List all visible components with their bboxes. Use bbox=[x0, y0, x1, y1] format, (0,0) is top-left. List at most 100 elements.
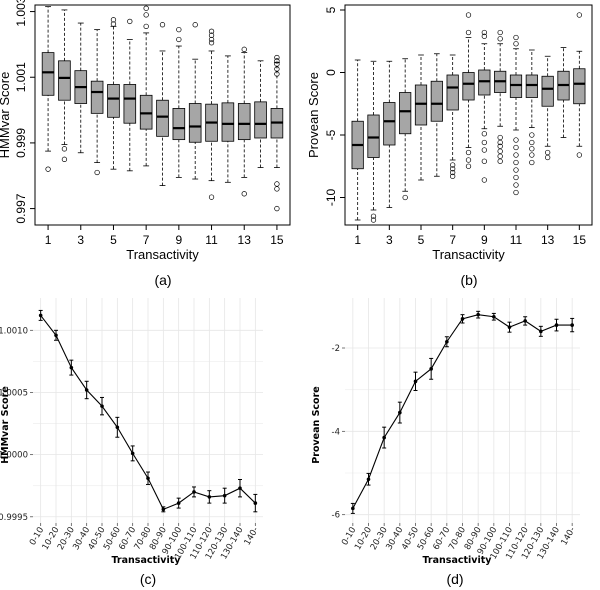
box-outlier bbox=[481, 158, 487, 164]
y-tick-label: -10 bbox=[324, 189, 338, 207]
y-tick-label: 1.0010 bbox=[0, 326, 28, 336]
panel-a-frame bbox=[34, 4, 291, 226]
data-point bbox=[115, 425, 120, 430]
box-outlier bbox=[192, 22, 198, 28]
box-outlier bbox=[274, 205, 280, 212]
data-point bbox=[570, 323, 574, 327]
data-point bbox=[161, 507, 166, 512]
panel-a-x-label: Transactivity bbox=[126, 247, 199, 262]
data-point bbox=[38, 313, 43, 318]
data-point bbox=[445, 339, 449, 344]
box-outlier bbox=[513, 137, 519, 143]
box-outlier bbox=[481, 177, 487, 183]
box-outlier bbox=[513, 144, 519, 151]
box-iqr bbox=[446, 74, 459, 111]
data-point bbox=[398, 410, 402, 415]
panel-d-plot-area bbox=[350, 310, 575, 514]
data-point bbox=[351, 506, 355, 511]
panel-c-y-axis: 0.9995 1.0000 1.0005 1.0010 bbox=[0, 326, 33, 523]
box-outlier bbox=[241, 191, 247, 197]
panel-c-grid bbox=[33, 298, 263, 523]
panel-b-plot-area bbox=[351, 12, 586, 223]
x-tick-label: 9 bbox=[481, 233, 488, 247]
box-iqr bbox=[188, 103, 202, 143]
data-point bbox=[54, 333, 58, 338]
data-point bbox=[507, 325, 512, 329]
x-tick-label: 13 bbox=[541, 233, 555, 247]
y-tick-label: 0.999 bbox=[14, 128, 28, 158]
box-outlier bbox=[513, 182, 519, 188]
panel-b-frame bbox=[344, 4, 593, 226]
data-point bbox=[238, 486, 242, 490]
data-point bbox=[207, 495, 212, 499]
box-outlier bbox=[465, 163, 472, 169]
box-iqr bbox=[525, 74, 538, 98]
box-outlier bbox=[143, 5, 149, 11]
data-point bbox=[492, 314, 496, 319]
panel-d: -6-4-2 0-1010-2020-3030-4040-5050-6060-7… bbox=[311, 298, 580, 587]
box-outlier bbox=[110, 17, 117, 23]
box-outlier bbox=[529, 139, 535, 146]
box-outlier bbox=[513, 41, 519, 47]
x-tick-label: 3 bbox=[386, 233, 393, 247]
box-outlier bbox=[513, 34, 519, 41]
box-outlier bbox=[127, 18, 133, 25]
panel-b-y-label: Provean Score bbox=[306, 72, 321, 158]
box-iqr bbox=[123, 84, 137, 124]
box-outlier bbox=[497, 29, 503, 36]
data-point bbox=[69, 365, 74, 370]
panel-d-caption: (d) bbox=[446, 571, 463, 587]
box-outlier bbox=[450, 173, 456, 179]
box-outlier bbox=[208, 28, 215, 34]
box-iqr bbox=[107, 84, 120, 118]
box-iqr bbox=[414, 84, 428, 126]
data-point bbox=[476, 312, 480, 317]
box-outlier bbox=[513, 167, 519, 173]
box-outlier bbox=[450, 162, 456, 168]
box-iqr bbox=[462, 72, 475, 101]
box-outlier bbox=[143, 12, 149, 18]
box-outlier bbox=[94, 169, 100, 176]
data-point bbox=[146, 476, 150, 481]
data-point bbox=[554, 323, 559, 327]
box-outlier bbox=[274, 58, 280, 64]
box-outlier bbox=[481, 29, 487, 36]
box-outlier bbox=[370, 213, 377, 219]
data-point bbox=[429, 367, 433, 371]
panel-b-y-axis: -10 -5 0 5 bbox=[324, 6, 345, 206]
box-outlier bbox=[465, 157, 472, 163]
box-outlier bbox=[513, 159, 519, 166]
box-outlier bbox=[208, 194, 215, 200]
x-tick-label: 11 bbox=[205, 233, 218, 247]
data-point bbox=[366, 477, 371, 482]
x-tick-label: 140- bbox=[243, 526, 261, 548]
box-outlier bbox=[176, 26, 182, 33]
box-outlier bbox=[208, 40, 215, 46]
box-outlier bbox=[497, 143, 503, 149]
box-outlier bbox=[274, 54, 280, 61]
box-iqr bbox=[430, 80, 443, 122]
panel-a-y-axis: 0.997 0.999 1.001 1.003 bbox=[14, 0, 35, 224]
data-point bbox=[222, 493, 227, 498]
box-iqr bbox=[221, 102, 235, 142]
box-iqr bbox=[139, 94, 153, 130]
x-tick-label: 5 bbox=[418, 233, 425, 247]
data-point bbox=[413, 379, 418, 384]
y-tick-label: 1.001 bbox=[14, 62, 28, 92]
box-outlier bbox=[529, 132, 535, 138]
panel-b-x-label: Transactivity bbox=[432, 247, 505, 262]
box-outlier bbox=[497, 148, 503, 154]
x-tick-label: 9 bbox=[176, 233, 183, 247]
box-iqr bbox=[399, 92, 412, 135]
box-outlier bbox=[159, 22, 166, 28]
x-tick-label: 1 bbox=[354, 233, 361, 247]
panel-c-x-label: Transactivity bbox=[112, 555, 182, 566]
box-outlier bbox=[450, 166, 456, 172]
box-outlier bbox=[176, 36, 182, 43]
panel-c-caption: (c) bbox=[140, 571, 156, 587]
box-iqr bbox=[254, 101, 267, 139]
box-outlier bbox=[61, 156, 68, 162]
data-point bbox=[460, 317, 465, 321]
